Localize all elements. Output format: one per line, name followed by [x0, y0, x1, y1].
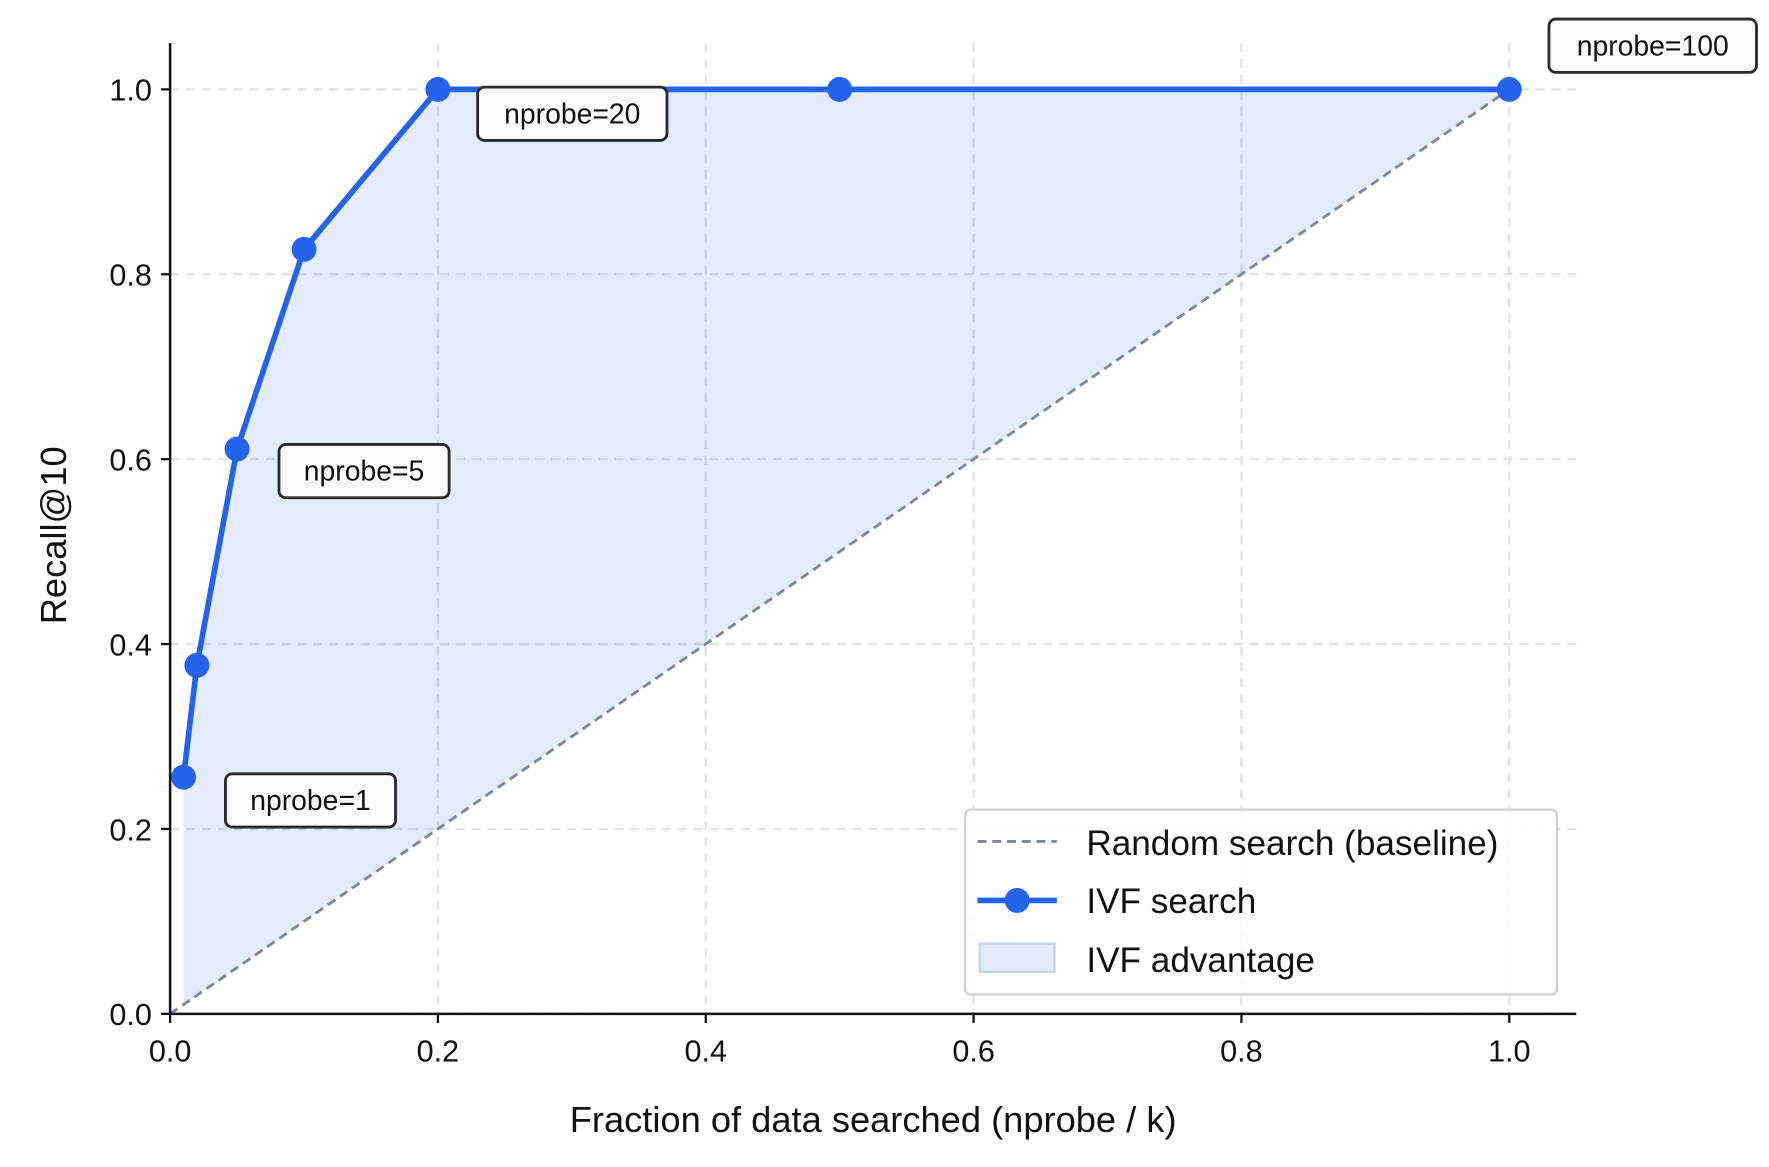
baseline-line — [169, 88, 1511, 1016]
x-tick-label: 0.8 — [1220, 1034, 1263, 1068]
y-ticks: 0.0 0.2 0.4 0.6 0.8 1.0 — [109, 74, 171, 1032]
annotation-label: nprobe=100 — [1577, 30, 1729, 62]
legend-frame — [963, 808, 1559, 996]
y-tick-label: 0.6 — [109, 444, 152, 478]
y-axis-label: Recall@10 — [33, 446, 74, 624]
legend: Random search (baseline) IVF search IVF … — [963, 808, 1559, 996]
data-point — [425, 76, 451, 102]
annotation-label: nprobe=20 — [504, 98, 640, 130]
x-axis-label: Fraction of data searched (nprobe / k) — [570, 1099, 1177, 1140]
x-tick-label: 0.4 — [684, 1034, 727, 1068]
x-ticks: 0.0 0.2 0.4 0.6 0.8 1.0 — [149, 1013, 1531, 1068]
annotation-label: nprobe=1 — [250, 785, 371, 817]
legend-ivf-marker — [1004, 887, 1030, 913]
annotation-label: nprobe=5 — [304, 456, 425, 488]
y-tick-label: 0.0 — [109, 998, 152, 1032]
data-point — [224, 436, 250, 462]
data-point — [1496, 76, 1522, 102]
x-tick-label: 0.0 — [149, 1034, 192, 1068]
data-point — [171, 764, 196, 790]
annotations: nprobe=1 nprobe=5 nprobe=20 nprobe=100 — [224, 17, 1758, 829]
annotation-box — [1547, 17, 1758, 74]
annotation-box — [476, 85, 669, 142]
x-tick-label: 0.6 — [952, 1034, 995, 1068]
data-point — [184, 652, 210, 678]
x-tick-label: 0.2 — [417, 1034, 460, 1068]
legend-fill-label: IVF advantage — [1086, 941, 1315, 980]
legend-baseline-label: Random search (baseline) — [1086, 824, 1498, 863]
y-tick-label: 0.8 — [109, 259, 152, 293]
data-point — [827, 76, 853, 102]
y-tick-label: 0.2 — [109, 813, 152, 847]
ivf-markers — [171, 76, 1522, 790]
annotation-box — [277, 443, 451, 500]
annotation-box — [224, 772, 397, 829]
legend-ivf-label: IVF search — [1086, 882, 1256, 921]
y-tick-label: 0.4 — [109, 628, 152, 662]
y-tick-label: 1.0 — [109, 74, 152, 108]
x-tick-label: 1.0 — [1488, 1034, 1531, 1068]
axes — [168, 43, 1577, 1016]
data-point — [291, 236, 317, 262]
legend-fill-swatch — [978, 942, 1056, 974]
